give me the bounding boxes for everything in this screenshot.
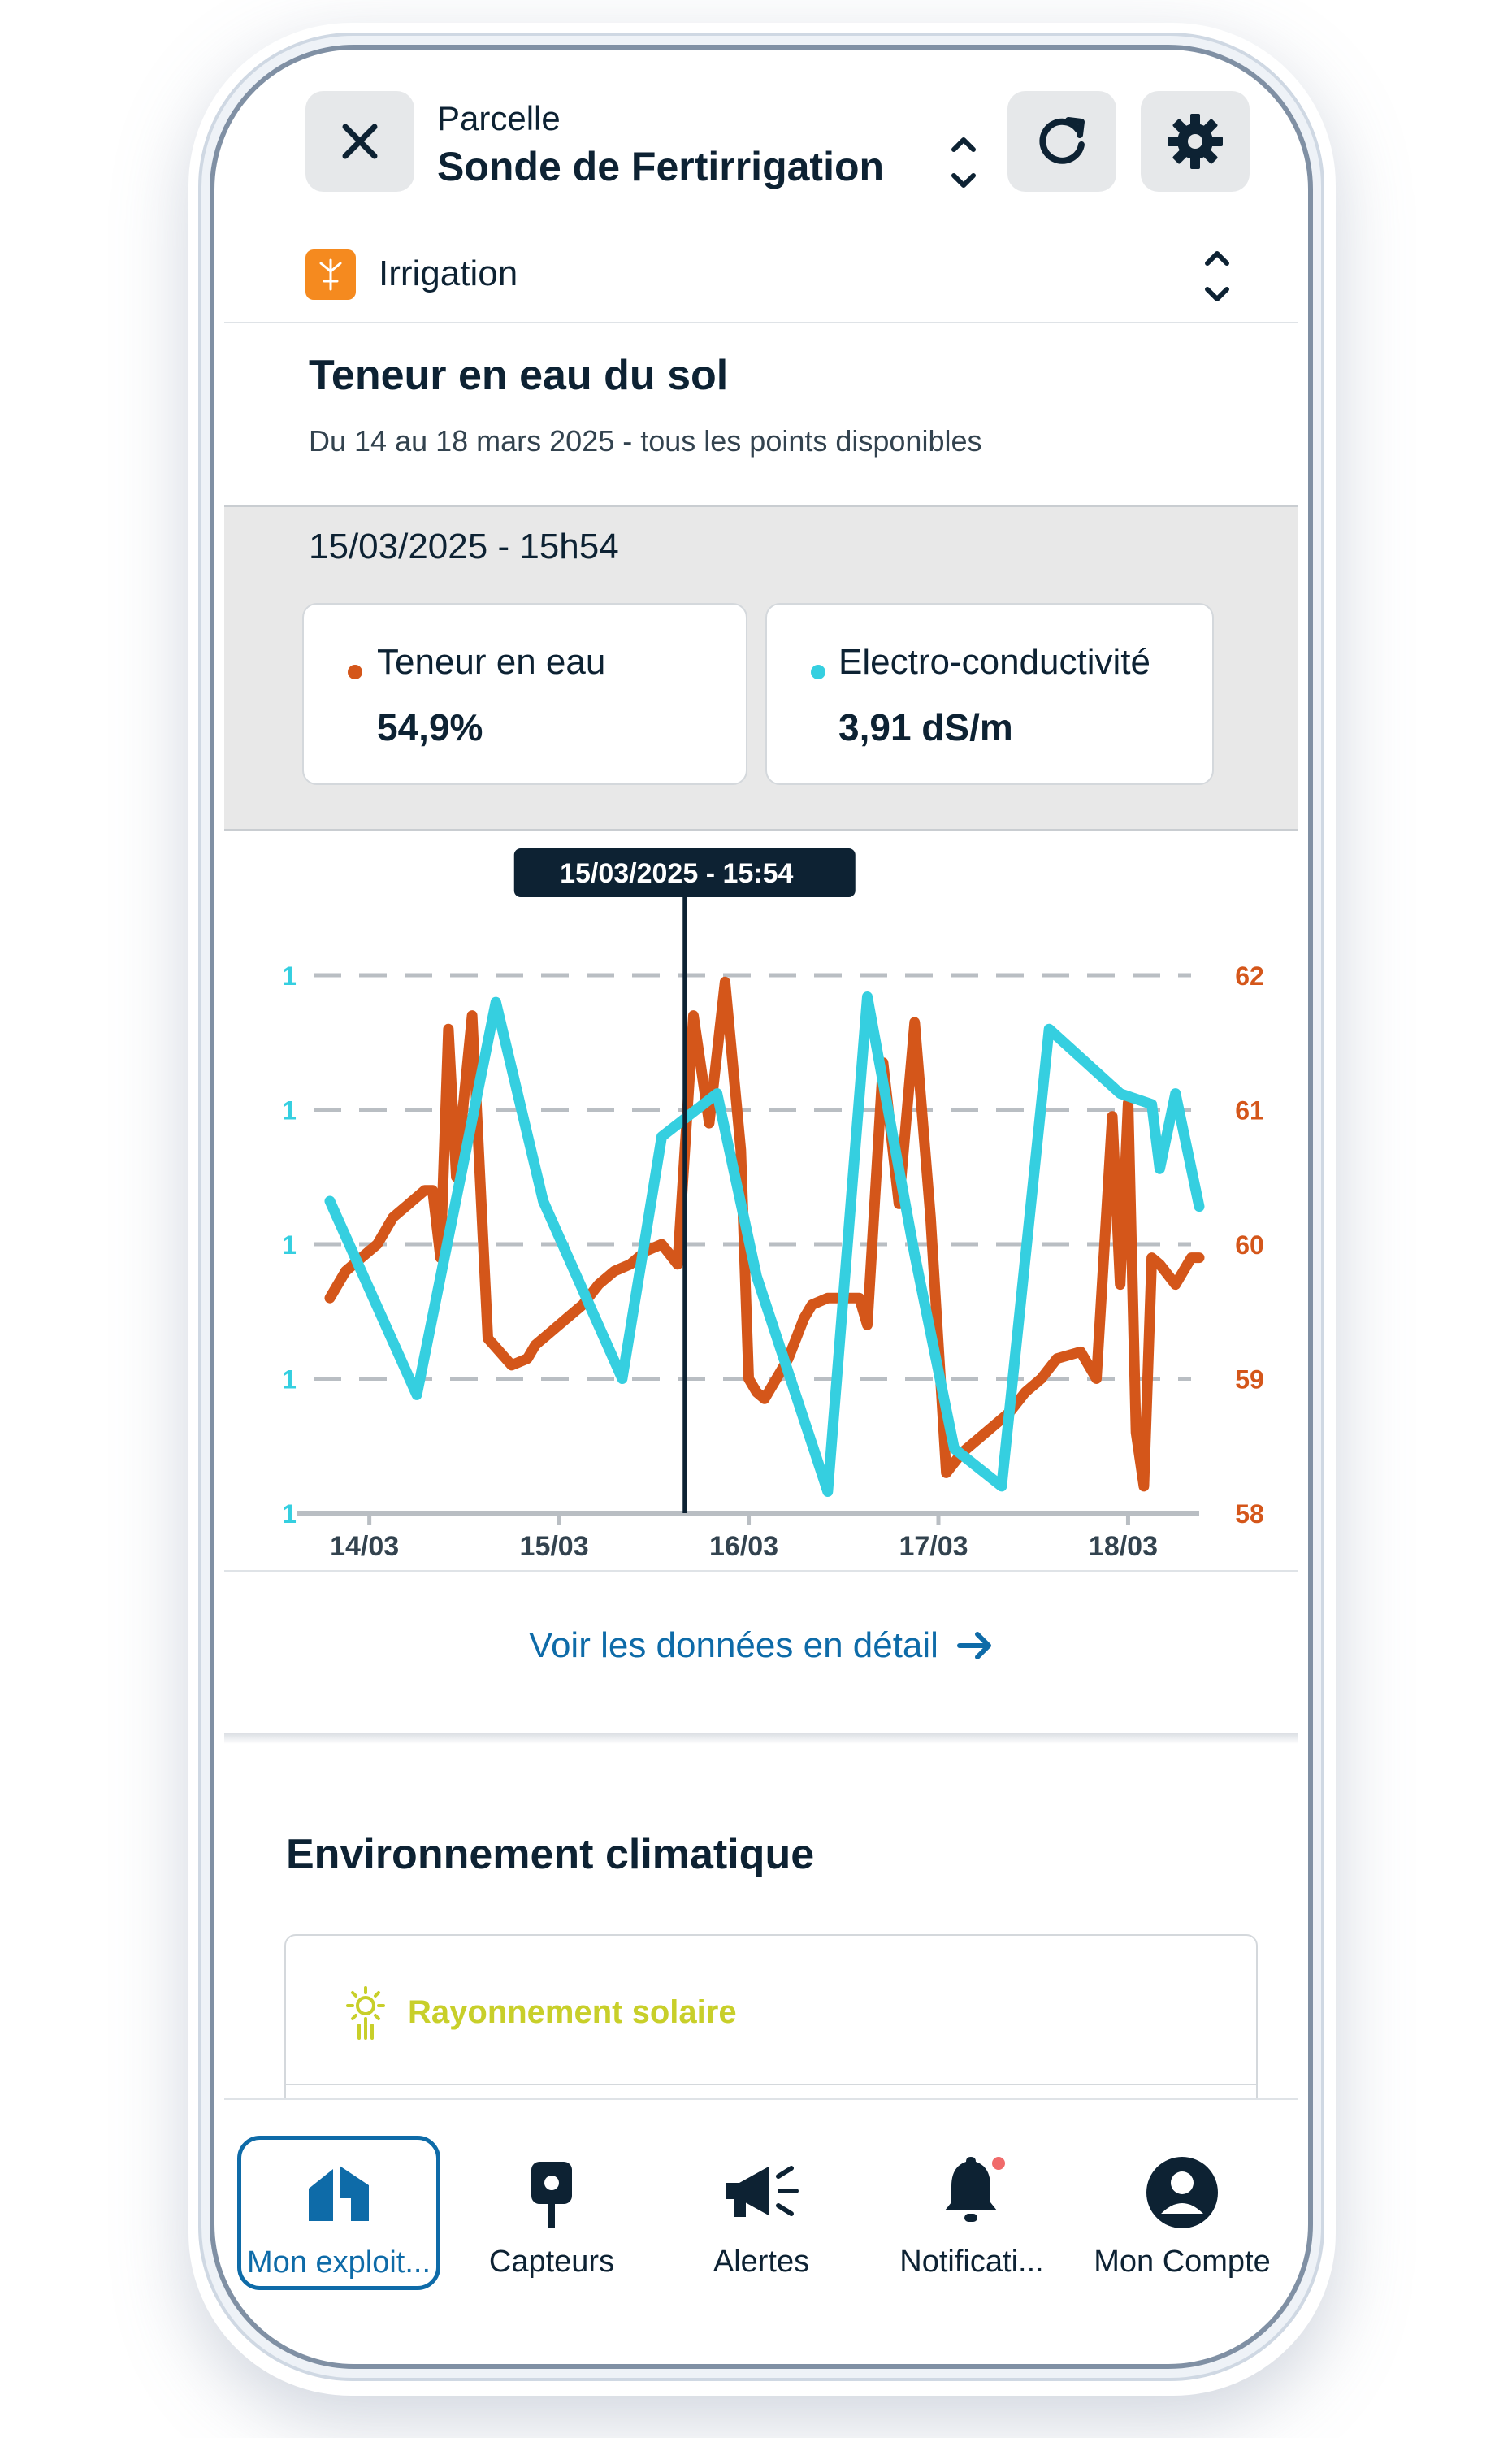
gear-icon [1168, 114, 1223, 169]
card-shadow [224, 1733, 1298, 1744]
settings-button[interactable] [1141, 91, 1250, 192]
nav-label: Mon Compte [1094, 2245, 1271, 2279]
x-axis-tick-label: 14/03 [330, 1531, 399, 1562]
cursor-tooltip [513, 848, 856, 897]
section-subtitle: Du 14 au 18 mars 2025 - tous les points … [309, 424, 982, 458]
right-axis-tick-label: 59 [1235, 1365, 1264, 1395]
nav-label: Notificati... [899, 2245, 1044, 2279]
close-button[interactable] [305, 91, 414, 192]
climate-section-title: Environnement climatique [286, 1831, 815, 1878]
water-content-line [324, 976, 1205, 1492]
value-card-ec: Electro-conductivité 3,91 dS/m [765, 603, 1214, 785]
left-axis-tick-label: 1 [282, 1230, 297, 1260]
x-axis-tick-label: 16/03 [709, 1531, 778, 1562]
value-card-value: 54,9% [377, 706, 483, 748]
right-axis-tick-label: 60 [1235, 1230, 1264, 1260]
right-axis-tick-label: 58 [1235, 1499, 1264, 1529]
value-card-water: Teneur en eau 54,9% [302, 603, 747, 785]
value-card-label: Electro-conductivité [838, 642, 1150, 682]
refresh-icon [1039, 117, 1085, 164]
divider [224, 322, 1298, 323]
sensor-icon [531, 2162, 572, 2228]
nav-label: Capteurs [488, 2245, 615, 2279]
close-icon [342, 124, 378, 159]
value-card-value: 3,91 dS/m [838, 706, 1013, 748]
arrow-right-icon [956, 1632, 991, 1659]
left-axis-tick-label: 1 [282, 1365, 297, 1395]
right-axis-tick-label: 61 [1235, 1096, 1264, 1126]
divider [224, 1570, 1298, 1572]
refresh-button[interactable] [1007, 91, 1116, 192]
bell-icon [945, 2157, 1005, 2222]
detail-link-label: Voir les données en détail [529, 1625, 938, 1665]
nav-item-farm[interactable]: Mon exploit... [237, 2136, 440, 2290]
value-card-label: Teneur en eau [377, 642, 606, 682]
account-icon [1146, 2157, 1218, 2228]
chevron-up-down-icon [1205, 251, 1229, 301]
page-title[interactable]: Sonde de Fertirrigation [437, 144, 885, 189]
header-subtitle: Parcelle [437, 99, 561, 137]
category-label[interactable]: Irrigation [379, 254, 518, 293]
divider [286, 2084, 1258, 2085]
category-selector[interactable] [1193, 242, 1241, 310]
detail-link[interactable]: Voir les données en détail [224, 1625, 1298, 1666]
right-axis-tick-label: 62 [1235, 961, 1264, 991]
nav-item-notifications[interactable]: Notificati... [870, 2136, 1073, 2290]
x-axis-tick-label: 15/03 [520, 1531, 589, 1562]
left-axis-tick-label: 1 [282, 1096, 297, 1126]
section-title: Teneur en eau du sol [309, 352, 729, 399]
legend-dot-water [348, 665, 362, 679]
selected-values-panel: 15/03/2025 - 15h54 Teneur en eau 54,9% E… [224, 505, 1298, 831]
selected-datetime: 15/03/2025 - 15h54 [309, 527, 619, 566]
nav-label: Mon exploit... [247, 2245, 431, 2280]
cursor-tooltip-label: 15/03/2025 - 15:54 [560, 858, 793, 889]
nav-label: Alertes [713, 2245, 810, 2279]
x-axis-tick-label: 17/03 [899, 1531, 968, 1562]
nav-item-alerts[interactable]: Alertes [660, 2136, 863, 2290]
left-axis-tick-label: 1 [282, 961, 297, 991]
climate-item-label: Rayonnement solaire [408, 1994, 737, 2030]
app-screen: Parcelle Sonde de Fertirrigation Irrigat… [224, 59, 1298, 2355]
conductivity-line [324, 991, 1205, 1497]
sun-icon [346, 1986, 385, 2040]
nav-item-sensors[interactable]: Capteurs [450, 2136, 653, 2290]
megaphone-icon [726, 2166, 799, 2217]
irrigation-icon [319, 258, 342, 291]
x-axis-tick-label: 18/03 [1089, 1531, 1158, 1562]
category-icon [305, 249, 356, 300]
legend-dot-ec [811, 665, 825, 679]
soil-moisture-chart[interactable]: 1 62 1 61 1 60 1 59 1 58 14/03 15/03 16/03 17/03 18/03… [224, 831, 1298, 1611]
home-icon [309, 2166, 369, 2221]
chevron-up-down-icon [951, 137, 976, 188]
nav-item-account[interactable]: Mon Compte [1081, 2136, 1284, 2290]
parcel-selector-icon[interactable] [939, 128, 988, 197]
left-axis-tick-label: 1 [282, 1499, 297, 1529]
